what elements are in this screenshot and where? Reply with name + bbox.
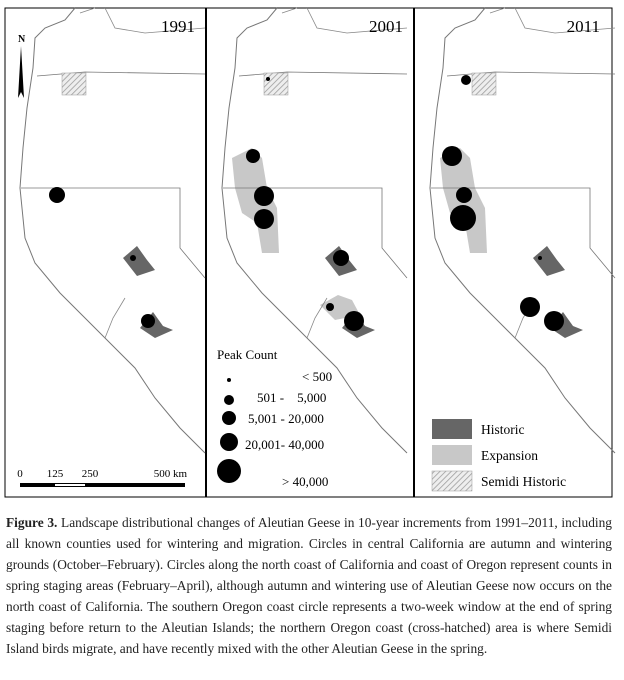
legend-label: < 500 [302, 369, 332, 384]
legend-swatch [432, 445, 472, 465]
scale-label: 500 km [154, 468, 188, 480]
north-label: N [18, 34, 26, 45]
map-2001 [221, 7, 408, 454]
map-2011 [429, 7, 616, 454]
circles [49, 75, 564, 331]
scale-label: 250 [82, 468, 99, 480]
legend-label: Semidi Historic [481, 474, 566, 489]
caption: Figure 3. Landscape distributional chang… [6, 512, 612, 659]
legend-label: Expansion [481, 448, 538, 463]
map-1991 [19, 7, 206, 454]
caption-label: Figure 3. [6, 515, 58, 530]
panel-year: 2001 [369, 17, 403, 36]
legend-swatch [432, 419, 472, 439]
figure: 1991 2001 2011 N 0 125 250 500 km Peak C… [4, 7, 616, 498]
legend-circles [217, 378, 241, 483]
legend-title: Peak Count [217, 347, 278, 362]
scale-bar [55, 484, 85, 486]
scale-bar [20, 483, 185, 487]
scale-label: 125 [47, 468, 64, 480]
legend-swatch [431, 470, 473, 492]
legend-label: 5,001 - 20,000 [248, 411, 324, 426]
caption-text: Landscape distributional changes of Aleu… [6, 515, 612, 656]
legend-label: Historic [481, 422, 525, 437]
panel-year: 2011 [567, 17, 600, 36]
panel-year: 1991 [161, 17, 195, 36]
scale-label: 0 [17, 468, 23, 480]
legend-label: 501 - 5,000 [257, 390, 326, 405]
north-arrow [18, 46, 24, 98]
legend-label: > 40,000 [282, 474, 328, 489]
frame [4, 7, 613, 498]
legend-label: 20,001- 40,000 [245, 437, 324, 452]
